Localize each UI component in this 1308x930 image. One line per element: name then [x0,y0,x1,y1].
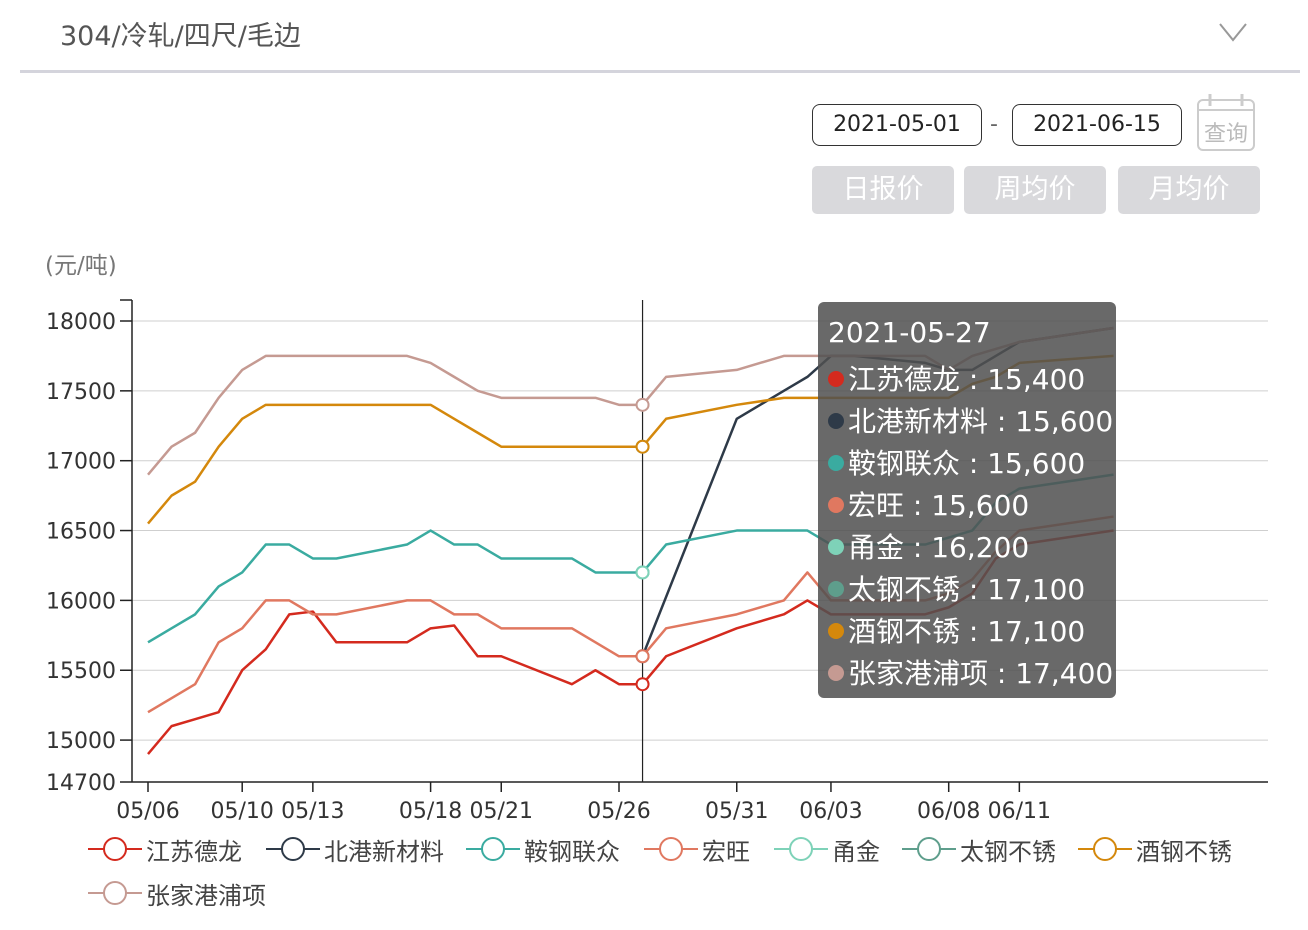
legend-label: 甬金 [832,838,880,866]
tooltip-row-label: 宏旺 : 15,600 [848,489,1030,522]
calendar-icon [1197,94,1255,151]
tooltip-row-label: 甬金 : 16,200 [848,531,1030,564]
legend-marker-icon [902,837,956,861]
series-dot-icon [828,539,844,555]
x-tick-label: 06/11 [988,799,1051,824]
legend-label: 太钢不锈 [960,838,1056,866]
tooltip-row: 鞍钢联众 : 15,600 [828,442,1085,482]
chart-tooltip: 2021-05-27 江苏德龙 : 15,400 北港新材料 : 15,600 鞍钢… [818,302,1116,698]
highlight-point [635,677,650,692]
tooltip-row-label: 酒钢不锈 : 17,100 [848,615,1086,648]
x-tick-label: 05/13 [281,799,344,824]
series-dot-icon [828,497,844,513]
y-tick-label: 16000 [46,589,116,614]
date-separator: - [990,112,998,137]
tooltip-row-label: 鞍钢联众 : 15,600 [848,447,1086,480]
legend-label: 北港新材料 [324,838,444,866]
query-label: 查询 [1203,122,1248,147]
series-dot-icon [828,413,844,429]
tooltip-row-label: 江苏德龙 : 15,400 [848,363,1086,396]
tooltip-row: 江苏德龙 : 15,400 [828,358,1085,398]
legend-label: 张家港浦项 [146,882,266,910]
series-dot-icon [828,371,844,387]
legend-marker-icon [1078,837,1132,861]
x-tick-label: 06/08 [917,799,980,824]
legend-marker-icon [266,837,320,861]
legend-marker-icon [774,837,828,861]
weekly-avg-button[interactable]: 周均价 [964,166,1106,214]
tooltip-row: 甬金 : 16,200 [828,526,1029,566]
tooltip-date: 2021-05-27 [828,316,991,349]
y-tick-label: 15000 [46,729,116,754]
daily-price-button[interactable]: 日报价 [812,166,954,214]
header-bar: 304/冷轧/四尺/毛边 [20,0,1300,73]
tooltip-row: 宏旺 : 15,600 [828,484,1029,524]
tooltip-row: 酒钢不锈 : 17,100 [828,610,1085,650]
y-tick-label: 15500 [46,659,116,684]
highlight-point [635,439,650,454]
x-tick-label: 05/21 [470,799,533,824]
tooltip-row-label: 北港新材料 : 15,600 [848,405,1114,438]
y-tick-label: 17500 [46,380,116,405]
legend-label: 酒钢不锈 [1136,838,1232,866]
series-dot-icon [828,581,844,597]
legend-marker-icon [644,837,698,861]
tooltip-row: 北港新材料 : 15,600 [828,400,1113,440]
series-dot-icon [828,665,844,681]
tooltip-row-label: 张家港浦项 : 17,400 [848,657,1114,690]
x-tick-label: 06/03 [799,799,862,824]
x-tick-label: 05/06 [116,799,179,824]
y-tick-label: 14700 [46,771,116,796]
y-tick-label: 17000 [46,450,116,475]
x-tick-label: 05/31 [705,799,768,824]
end-date-input[interactable]: 2021-06-15 [1012,104,1182,146]
x-tick-label: 05/26 [587,799,650,824]
series-dot-icon [828,455,844,471]
y-tick-label: 18000 [46,310,116,335]
monthly-avg-button[interactable]: 月均价 [1118,166,1260,214]
tooltip-row: 张家港浦项 : 17,400 [828,652,1113,692]
legend-label: 鞍钢联众 [524,838,620,866]
legend-marker-icon [88,837,142,861]
page-title: 304/冷轧/四尺/毛边 [60,21,301,52]
highlight-point [635,397,650,412]
tooltip-row: 太钢不锈 : 17,100 [828,568,1085,608]
query-button[interactable]: 查询 [1196,94,1256,152]
chevron-down-icon[interactable] [1218,16,1248,46]
highlight-point [635,565,650,580]
series-dot-icon [828,623,844,639]
x-tick-label: 05/10 [210,799,273,824]
legend-label: 宏旺 [702,838,750,866]
y-axis-unit: (元/吨) [45,253,117,279]
legend-marker-icon [88,881,142,905]
highlight-point [635,649,650,664]
x-tick-label: 05/18 [399,799,462,824]
start-date-input[interactable]: 2021-05-01 [812,104,982,146]
legend-marker-icon [466,837,520,861]
tooltip-row-label: 太钢不锈 : 17,100 [848,573,1086,606]
y-tick-label: 16500 [46,520,116,545]
legend-label: 江苏德龙 [146,838,242,866]
